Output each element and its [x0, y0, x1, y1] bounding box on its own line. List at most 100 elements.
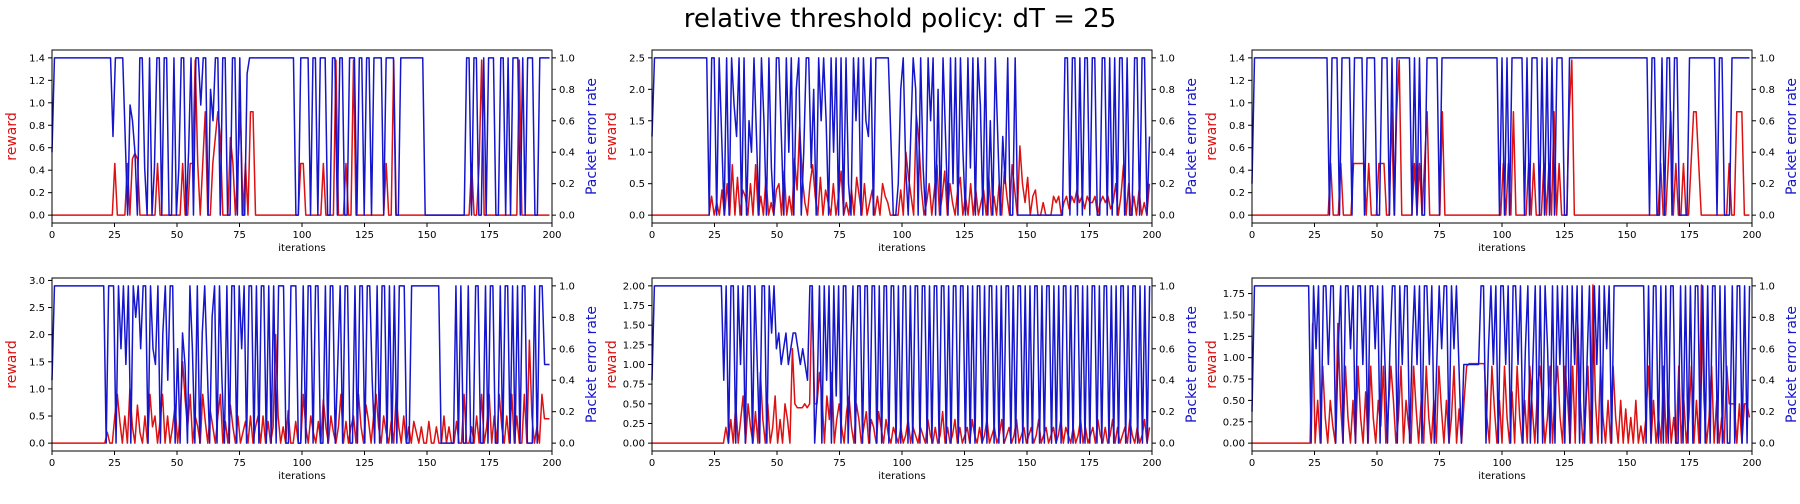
x-tick-label: 25 [1308, 458, 1321, 469]
y-tick-label: 0.4 [29, 166, 45, 177]
y2-tick-label: 1.0 [1759, 53, 1775, 64]
subplot-3: 0 25 50 75 100 125 150 175 200 iterations 0.0 0.2 0.… [1204, 49, 1800, 254]
x-tick-label: 0 [649, 458, 655, 469]
y2-tick-label: 1.0 [1159, 281, 1175, 292]
y-tick-label: 1.0 [1229, 98, 1245, 109]
subplot-2: 0 25 50 75 100 125 150 175 200 iterations 0.0 0.5 1.… [604, 49, 1200, 254]
x-tick-label: 25 [108, 458, 121, 469]
y2-tick-label: 0.2 [1759, 407, 1775, 418]
x-tick-label: 175 [1680, 230, 1699, 241]
x-tick-label: 0 [49, 230, 55, 241]
y2-tick-label: 0.8 [1159, 85, 1175, 96]
x-tick-label: 0 [49, 458, 55, 469]
y2-tick-label: 0.6 [1759, 344, 1775, 355]
y-tick-label: 0.50 [623, 399, 645, 410]
y-tick-label: 1.5 [629, 116, 645, 127]
y-tick-label: 0.8 [1229, 121, 1245, 132]
y-tick-label: 0.0 [29, 211, 45, 222]
y2-tick-label: 0.4 [559, 376, 575, 387]
y-tick-label: 0.50 [1223, 396, 1245, 407]
x-tick-label: 50 [171, 230, 184, 241]
x-tick-label: 175 [1680, 458, 1699, 469]
y2-tick-label: 0.4 [1759, 148, 1775, 159]
y-tick-label: 1.4 [29, 53, 45, 64]
x-tick-label: 75 [233, 230, 246, 241]
y-tick-label: 1.50 [623, 321, 645, 332]
y2-tick-label: 0.4 [1159, 148, 1175, 159]
y-tick-label: 0.5 [629, 179, 645, 190]
y2-tick-label: 0.0 [559, 211, 575, 222]
x-axis-label: iterations [878, 471, 925, 482]
y-tick-label: 0.0 [29, 439, 45, 450]
y-axis-label: reward [4, 340, 20, 389]
y-axis-label: reward [1204, 112, 1220, 161]
y-axis-label: reward [604, 340, 620, 389]
x-tick-label: 150 [417, 458, 436, 469]
x-axis-label: iterations [278, 471, 325, 482]
reward-line [652, 113, 1151, 216]
y2-tick-label: 0.8 [1159, 313, 1175, 324]
y-tick-label: 0.2 [1229, 188, 1245, 199]
per-line [1251, 57, 1750, 216]
x-tick-label: 100 [1492, 458, 1511, 469]
x-tick-label: 100 [292, 230, 311, 241]
y2-tick-label: 0.6 [1159, 344, 1175, 355]
x-tick-label: 200 [542, 230, 561, 241]
y2-tick-label: 0.0 [1759, 211, 1775, 222]
y2-tick-label: 0.6 [559, 116, 575, 127]
y-tick-label: 2.5 [629, 53, 645, 64]
y-tick-label: 0.8 [29, 121, 45, 132]
x-tick-label: 200 [1742, 458, 1761, 469]
y-tick-label: 1.5 [29, 357, 45, 368]
y2-tick-label: 0.0 [1759, 439, 1775, 450]
per-line [1251, 285, 1751, 444]
y-tick-label: 0.0 [1229, 211, 1245, 222]
y2-tick-label: 0.8 [1759, 85, 1775, 96]
y2-tick-label: 0.8 [1759, 313, 1775, 324]
x-tick-label: 200 [1742, 230, 1761, 241]
y-tick-label: 1.50 [1223, 310, 1245, 321]
figure-title: relative threshold policy: dT = 25 [683, 4, 1117, 34]
y2-tick-label: 0.6 [559, 344, 575, 355]
y-tick-label: 1.0 [29, 98, 45, 109]
per-line [51, 57, 550, 216]
y-tick-label: 2.0 [629, 85, 645, 96]
y2-tick-label: 1.0 [1759, 281, 1775, 292]
x-tick-label: 75 [233, 458, 246, 469]
y2-tick-label: 0.0 [559, 439, 575, 450]
y2-tick-label: 0.4 [559, 148, 575, 159]
y-tick-label: 2.00 [623, 281, 645, 292]
x-tick-label: 125 [1555, 230, 1574, 241]
y2-tick-label: 0.4 [1759, 376, 1775, 387]
y2-tick-label: 0.0 [1159, 211, 1175, 222]
x-tick-label: 175 [1080, 230, 1099, 241]
y2-tick-label: 0.2 [1159, 407, 1175, 418]
x-tick-label: 75 [1433, 458, 1446, 469]
x-tick-label: 125 [955, 230, 974, 241]
y2-tick-label: 0.2 [559, 407, 575, 418]
y-tick-label: 1.2 [1229, 76, 1245, 87]
x-tick-label: 125 [355, 458, 374, 469]
y2-tick-label: 0.8 [559, 85, 575, 96]
x-tick-label: 100 [292, 458, 311, 469]
x-tick-label: 75 [833, 230, 846, 241]
y2-axis-label: Packet error rate [1184, 306, 1200, 423]
y-tick-label: 0.6 [1229, 143, 1245, 154]
y-tick-label: 2.5 [29, 303, 45, 314]
x-tick-label: 150 [1017, 230, 1036, 241]
x-axis-label: iterations [1478, 243, 1525, 254]
per-line [651, 285, 1151, 444]
y2-tick-label: 0.4 [1159, 376, 1175, 387]
x-tick-label: 0 [649, 230, 655, 241]
y-axis-label: reward [4, 112, 20, 161]
per-line [51, 285, 550, 444]
y-tick-label: 1.0 [29, 384, 45, 395]
x-tick-label: 150 [1617, 458, 1636, 469]
x-tick-label: 100 [892, 230, 911, 241]
subplot-1: 0 25 50 75 100 125 150 175 200 iterations 0.0 0.2 0.… [4, 49, 600, 254]
x-axis-label: iterations [278, 243, 325, 254]
reward-line [1252, 59, 1750, 216]
y2-axis-label: Packet error rate [1784, 78, 1800, 195]
y2-axis-label: Packet error rate [584, 78, 600, 195]
x-tick-label: 200 [1142, 458, 1161, 469]
